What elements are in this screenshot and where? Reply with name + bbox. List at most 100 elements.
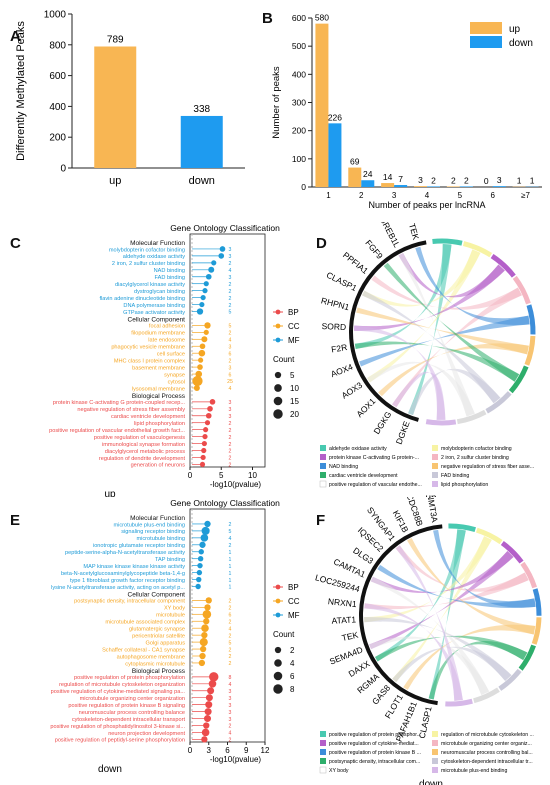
x-axis-title: Number of peaks per lncRNA — [368, 200, 485, 210]
legend-swatch — [320, 740, 326, 746]
count-label: 2 — [229, 647, 232, 653]
chord-ribbon — [398, 253, 505, 298]
count-legend-dot — [273, 396, 283, 406]
chord-ribbon — [407, 538, 536, 635]
group-header: Molecular Function — [130, 515, 185, 522]
chord-ribbon — [392, 287, 522, 408]
term-label: MAP kinase kinase kinase kinase activity — [83, 564, 185, 570]
chart-e: Gene Ontology Classification Molecular Fu… — [50, 498, 300, 775]
count-label: 3 — [229, 414, 232, 420]
x-axis-title: -log10(pvalue) — [210, 480, 261, 489]
count-label: 2 — [229, 522, 232, 528]
legend-dot-BP — [275, 584, 281, 590]
count-legend-title: Count — [273, 630, 295, 639]
chord-ribbon — [359, 315, 530, 367]
chord-ribbon — [383, 262, 520, 382]
term-arc — [531, 617, 542, 645]
count-legend-dot — [274, 659, 282, 667]
y-axis-title: Number of peaks — [271, 66, 282, 139]
count-label: 6 — [229, 372, 232, 378]
x-tick-label: 10 — [248, 471, 257, 480]
lollipop-point — [200, 295, 206, 301]
count-label: 1 — [229, 578, 232, 584]
term-label: pericentriolar satellite — [132, 633, 185, 639]
lollipop-point — [202, 434, 208, 440]
x-tick-label: 3 — [392, 191, 397, 200]
term-label: positive regulation of vascular endothel… — [49, 428, 185, 434]
count-label: 4 — [229, 338, 232, 344]
legend-label: regulation of microtubule cytoskeleton .… — [441, 732, 534, 738]
chord-ribbon — [374, 529, 466, 662]
lollipop-point — [201, 526, 210, 535]
term-arc — [432, 238, 463, 246]
lollipop-point — [196, 569, 203, 576]
lollipop-point — [199, 461, 206, 467]
lollipop-point — [199, 652, 206, 660]
chord-ribbon — [395, 545, 463, 701]
lollipop-point — [198, 549, 204, 555]
term-arc — [473, 687, 500, 704]
term-label: NAD binding — [154, 268, 185, 274]
lollipop-point — [204, 708, 212, 716]
legend-label-CC: CC — [288, 597, 300, 606]
legend-swatch — [432, 463, 438, 469]
lollipop-point — [202, 610, 212, 619]
bottom-label: down — [98, 764, 122, 775]
lollipop-point — [202, 288, 208, 294]
chord-ribbon — [369, 636, 490, 696]
term-label: lysosomal membrane — [132, 386, 185, 392]
lollipop-point — [203, 329, 209, 335]
term-label: cytoskeleton-dependent intracellular tra… — [72, 717, 186, 723]
lollipop-point — [201, 736, 208, 743]
term-arc — [462, 241, 493, 258]
lollipop-point — [200, 454, 206, 461]
legend-label: NAD binding — [329, 464, 358, 470]
lollipop-point — [199, 343, 206, 350]
y-tick-label: 400 — [292, 69, 306, 79]
count-legend-label: 8 — [290, 685, 295, 694]
bar-down-3 — [427, 186, 440, 187]
lollipop-point — [199, 638, 208, 647]
count-legend-label: 6 — [290, 672, 295, 681]
legend-label-down: down — [509, 38, 533, 49]
count-label: 2 — [229, 456, 232, 462]
term-label: positive regulation of cytokine-mediated… — [51, 689, 186, 695]
term-label: diacylglycerol kinase activity — [115, 282, 185, 288]
lollipop-point — [199, 301, 205, 308]
count-label: 2 — [229, 428, 232, 434]
chart-title: Gene Ontology Classification — [170, 223, 280, 233]
count-label: 4 — [229, 386, 232, 392]
bar-value-label: 3 — [497, 175, 502, 185]
count-legend-label: 10 — [290, 384, 299, 393]
lollipop-point — [199, 645, 207, 653]
bar-up-3 — [414, 186, 427, 187]
x-tick-label: 12 — [261, 746, 270, 755]
count-label: 2 — [229, 661, 232, 667]
legend-dot-CC — [275, 323, 281, 329]
x-tick-label: up — [109, 175, 121, 187]
term-arc — [508, 365, 529, 394]
lollipop-point — [196, 576, 202, 583]
lollipop-point — [205, 597, 212, 604]
chart-a: 0 200 400 600 800 1000 789 up 338 down Differently… — [15, 10, 245, 187]
group-header: Molecular Function — [130, 240, 185, 247]
lollipop-point — [198, 357, 204, 363]
x-tick-label: 0 — [188, 746, 193, 755]
legend-dot-CC — [275, 598, 281, 604]
count-label: 2 — [229, 358, 232, 364]
gene-label: NRXN1 — [327, 596, 357, 609]
count-label: 5 — [229, 324, 232, 330]
lollipop-point — [205, 273, 212, 280]
lollipop-point — [207, 405, 213, 412]
gene-arc — [359, 524, 443, 706]
count-label: 5 — [229, 640, 232, 646]
legend-label: molybdopterin cofactor binding — [441, 446, 512, 452]
bar-value-label: 14 — [383, 172, 393, 182]
legend-label-CC: CC — [288, 322, 300, 331]
gene-label: AOX3 — [340, 380, 365, 401]
bottom-label: up — [425, 493, 437, 497]
legend-label: negative regulation of stress fiber asse… — [441, 464, 534, 470]
lollipop-point — [199, 541, 206, 548]
term-label: aldehyde oxidase activity — [123, 254, 185, 260]
x-tick-label: 5 — [219, 471, 224, 480]
